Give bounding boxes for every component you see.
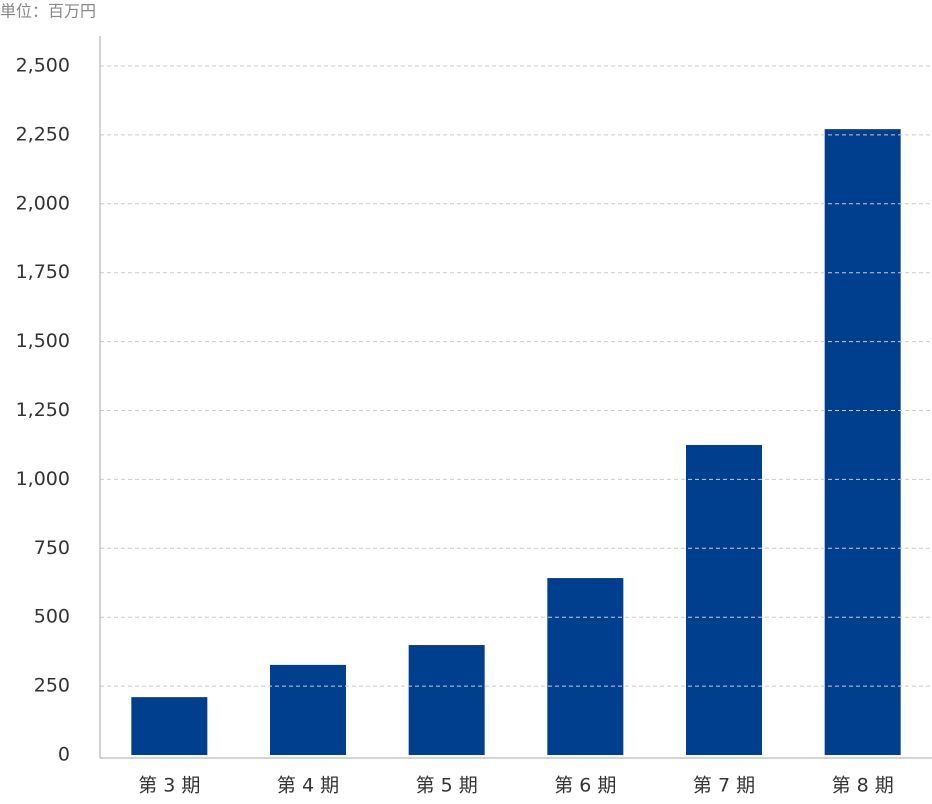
x-tick-label: 第 4 期 bbox=[277, 775, 339, 797]
x-tick-label: 第 3 期 bbox=[138, 775, 200, 797]
y-tick-label: 250 bbox=[34, 675, 70, 697]
x-tick-label: 第 7 期 bbox=[693, 775, 755, 797]
y-tick-label: 2,250 bbox=[16, 123, 70, 145]
x-tick-label: 第 6 期 bbox=[554, 775, 616, 797]
bar bbox=[686, 444, 762, 755]
bar bbox=[824, 129, 901, 755]
bar bbox=[131, 697, 208, 755]
y-tick-label: 2,500 bbox=[16, 55, 70, 77]
y-tick-label: 1,000 bbox=[16, 468, 70, 490]
y-tick-label: 1,750 bbox=[16, 261, 70, 283]
bar bbox=[547, 578, 624, 755]
y-tick-label: 0 bbox=[58, 744, 70, 766]
bar bbox=[270, 664, 346, 755]
y-tick-label: 500 bbox=[34, 606, 70, 628]
x-tick-label: 第 8 期 bbox=[832, 775, 894, 797]
y-tick-label: 2,000 bbox=[16, 192, 70, 214]
bar bbox=[408, 645, 485, 755]
y-tick-label: 1,250 bbox=[16, 399, 70, 421]
y-tick-label: 750 bbox=[34, 537, 70, 559]
unit-label: 単位：百万円 bbox=[0, 2, 96, 21]
x-tick-label: 第 5 期 bbox=[416, 775, 478, 797]
y-tick-label: 1,500 bbox=[16, 330, 70, 352]
